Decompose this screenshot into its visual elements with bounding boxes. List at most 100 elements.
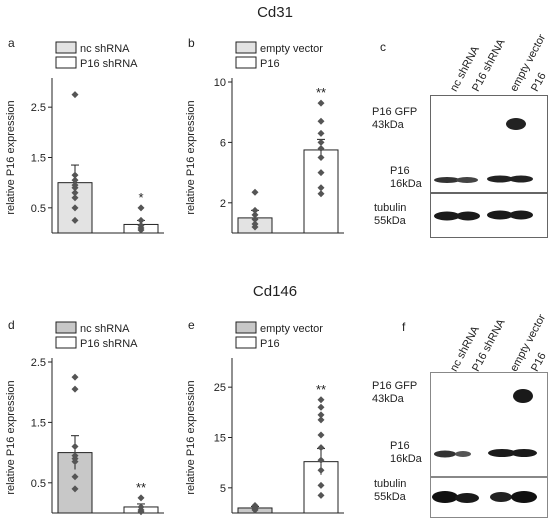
legend-label: P16 shRNA <box>80 338 138 350</box>
data-point <box>317 444 325 452</box>
data-point <box>317 416 325 424</box>
y-tick-label: 2.5 <box>31 102 46 114</box>
blot-band <box>432 491 458 503</box>
legend-label: empty vector <box>260 43 323 55</box>
data-point <box>317 138 325 146</box>
blot-row-label: P16 16kDa <box>390 165 422 190</box>
chart-panel-e: relative P16 expression 5 15 25 empty vector… <box>185 321 344 514</box>
y-tick-label: 2.5 <box>31 357 46 369</box>
data-point <box>137 216 145 224</box>
legend-swatch <box>55 56 77 69</box>
blot-band <box>456 211 480 221</box>
data-point <box>317 154 325 161</box>
y-tick-label: 1.5 <box>31 153 46 165</box>
legend-swatch <box>235 41 257 54</box>
y-tick-label: 6 <box>220 137 226 149</box>
data-point <box>71 216 79 224</box>
y-axis-label: relative P16 expression <box>185 100 197 214</box>
data-point <box>317 396 325 404</box>
significance-marker: ** <box>316 85 326 100</box>
blot-row-label: P16 GFP 43kDa <box>372 106 418 131</box>
data-point <box>251 223 259 231</box>
y-tick-label: 1.5 <box>31 417 46 429</box>
data-point <box>71 385 79 393</box>
panel-letter-b: b <box>188 36 195 50</box>
data-point <box>137 204 145 212</box>
blot-band <box>490 492 512 502</box>
blot-band <box>511 449 537 457</box>
data-point <box>251 206 259 214</box>
data-point <box>317 431 325 439</box>
legend-swatch <box>235 321 257 334</box>
blot-band <box>456 177 478 183</box>
blot-band <box>509 210 533 220</box>
panel-letter-c: c <box>380 40 386 54</box>
y-tick-label: 5 <box>220 483 226 495</box>
legend-label: empty vector <box>260 323 323 335</box>
blot-band <box>455 451 471 457</box>
legend-label: P16 shRNA <box>80 58 138 70</box>
data-point <box>317 466 325 474</box>
blot-membrane-upper <box>430 372 548 477</box>
panel-letter-f: f <box>402 320 406 334</box>
section-title-cd146: Cd146 <box>252 283 298 300</box>
blot-row-label: tubulin 55kDa <box>374 202 407 227</box>
chart-panel-b: relative P16 expression 2 6 10 empty vector P… <box>185 41 344 234</box>
blot-band <box>513 389 533 403</box>
blot-lane-labels: nc shRNA P16 shRNA empty vector P16 <box>428 32 549 94</box>
data-point <box>71 204 79 212</box>
data-point <box>317 129 325 137</box>
data-point <box>317 117 325 125</box>
legend-swatch <box>235 336 257 349</box>
y-tick-label: 0.5 <box>31 203 46 215</box>
blot-band <box>487 175 513 183</box>
panel-letter-a: a <box>8 36 15 50</box>
data-point <box>137 226 145 234</box>
chart-panel-d: relative P16 expression 0.5 1.5 2.5 nc shRNA… <box>5 321 164 516</box>
legend-label: P16 <box>260 58 280 70</box>
data-point <box>71 91 79 99</box>
legend-swatch <box>55 321 77 334</box>
legend-label: nc shRNA <box>80 43 130 55</box>
data-point <box>317 481 325 489</box>
y-axis-label: relative P16 expression <box>185 380 197 494</box>
data-point <box>71 189 79 197</box>
data-point <box>137 494 145 502</box>
blot-row-label: P16 GFP 43kDa <box>372 380 418 405</box>
legend-swatch <box>55 41 77 54</box>
y-axis-label: relative P16 expression <box>5 100 17 214</box>
panel-letter-d: d <box>8 318 15 332</box>
blot-band <box>511 491 537 503</box>
data-point <box>71 194 79 202</box>
legend-swatch <box>55 336 77 349</box>
data-point <box>71 184 79 192</box>
data-point <box>251 188 259 196</box>
data-point <box>71 171 79 179</box>
data-point <box>317 456 325 464</box>
blot-lane-labels: nc shRNA P16 shRNA empty vector P16 <box>428 312 549 374</box>
legend-swatch <box>235 56 257 69</box>
y-tick-label: 25 <box>214 382 226 394</box>
blot-band <box>434 450 456 458</box>
blot-lane-label: P16 <box>529 350 549 374</box>
blot-band <box>488 449 516 457</box>
blot-panel-c: nc shRNA P16 shRNA empty vector P16 P16 … <box>372 32 550 240</box>
blot-row-label: P16 16kDa <box>390 440 422 465</box>
significance-marker: ** <box>316 382 326 397</box>
panel-letter-e: e <box>188 318 195 332</box>
data-point <box>251 215 259 223</box>
y-tick-label: 0.5 <box>31 478 46 490</box>
data-point <box>71 373 79 381</box>
y-axis-label: relative P16 expression <box>5 380 17 494</box>
significance-marker: ** <box>136 480 146 495</box>
significance-marker: * <box>138 190 143 205</box>
data-point <box>71 458 79 466</box>
blot-band <box>434 177 460 183</box>
y-tick-label: 2 <box>220 198 226 210</box>
legend-label: nc shRNA <box>80 323 130 335</box>
data-point <box>317 144 325 152</box>
chart-panel-a: relative P16 expression 0.5 1.5 2.5 nc shRNA… <box>5 41 164 234</box>
data-point <box>71 473 79 481</box>
data-point <box>317 99 325 107</box>
data-point <box>71 443 79 451</box>
